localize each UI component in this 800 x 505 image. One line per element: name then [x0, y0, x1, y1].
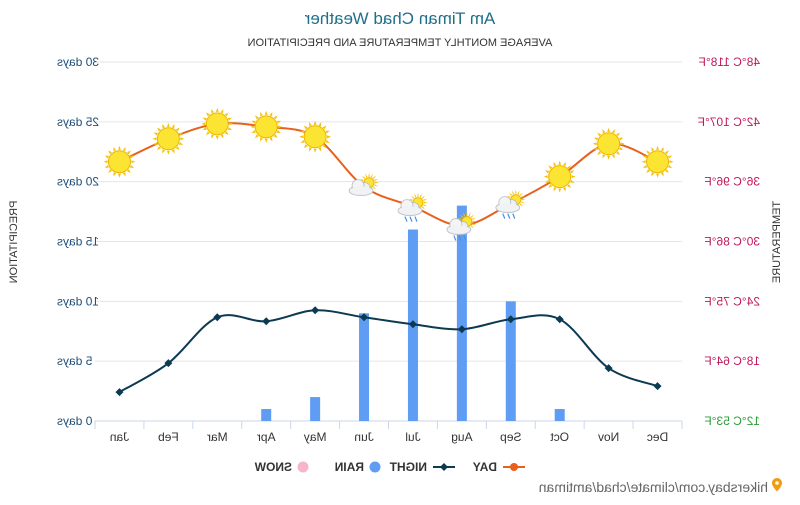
location-pin-icon — [772, 478, 782, 492]
sun-rays — [201, 107, 234, 140]
legend-item-night[interactable]: NIGHT — [389, 460, 455, 474]
legend-label: SNOW — [254, 460, 292, 474]
sun-rays — [641, 145, 674, 178]
night-point[interactable] — [311, 306, 320, 315]
x-tick-label: Jul — [405, 430, 420, 444]
night-point[interactable] — [115, 388, 124, 397]
sun-icon — [641, 145, 674, 178]
chart-text: Am Timan Chad Weather AVERAGE MONTHLY TE… — [8, 9, 783, 495]
rain-bar[interactable] — [456, 205, 467, 421]
x-tick-label: Sep — [500, 430, 522, 444]
sun-icon — [201, 107, 234, 140]
night-point[interactable] — [360, 313, 369, 322]
legend-label: RAIN — [335, 460, 364, 474]
right-tick-label: 24°C 75°F — [704, 294, 760, 308]
night-point[interactable] — [555, 315, 564, 324]
rain-bar[interactable] — [261, 409, 272, 421]
x-tick-label: Jan — [110, 430, 129, 444]
legend-item-snow[interactable]: SNOW — [254, 460, 309, 474]
partly-cloudy-icon — [348, 172, 380, 197]
right-tick-label: 42°C 107°F — [698, 115, 760, 129]
left-tick-label: 5 days — [57, 354, 92, 368]
x-tick-label: Oct — [550, 430, 569, 444]
night-point[interactable] — [262, 317, 271, 326]
rain-bar[interactable] — [554, 409, 565, 421]
rain-bars — [261, 205, 565, 421]
x-tick-label: Apr — [257, 430, 276, 444]
night-point[interactable] — [506, 315, 515, 324]
rain-bar[interactable] — [359, 313, 370, 421]
night-point[interactable] — [604, 364, 613, 373]
right-tick-label: 48°C 118°F — [699, 55, 760, 69]
day-temperature-line[interactable] — [119, 122, 658, 227]
x-tick-label: Feb — [158, 430, 179, 444]
x-tick-label: Jun — [354, 430, 373, 444]
legend-label: DAY — [473, 460, 497, 474]
left-axis-label: PRECIPITATION — [8, 201, 20, 284]
rain-bar[interactable] — [505, 301, 516, 421]
night-point[interactable] — [457, 325, 466, 334]
sun-rays — [103, 145, 136, 178]
sun-rays — [543, 160, 576, 193]
temperature-lines — [115, 122, 662, 397]
sun-icon — [543, 160, 576, 193]
right-tick-label: 36°C 96°F — [704, 175, 760, 189]
right-tick-label: 30°C 86°F — [704, 235, 760, 249]
left-axis-ticks: 30 days 25 days 20 days 15 days 10 days 5 day… — [57, 55, 99, 428]
chart-title: Am Timan Chad Weather — [304, 9, 495, 28]
night-point[interactable] — [653, 382, 662, 391]
left-tick-label: 20 days — [57, 175, 99, 189]
sun-icon — [152, 122, 185, 155]
x-tick-label: Aug — [451, 430, 472, 444]
sun-rays — [592, 127, 625, 160]
weather-icons — [103, 107, 674, 241]
x-tick-label: May — [304, 430, 327, 444]
footer: hikersbay.com/climate/chad/amtiman — [539, 478, 782, 495]
sun-icon — [592, 127, 625, 160]
x-tick-label: Dec — [647, 430, 668, 444]
left-tick-label: 10 days — [57, 294, 99, 308]
sun-rays — [250, 110, 283, 143]
partly-cloudy-rain-icon — [446, 211, 477, 241]
right-axis-label: TEMPERATURE — [771, 201, 783, 283]
legend-label: NIGHT — [389, 460, 427, 474]
x-tick-label: Mar — [207, 430, 228, 444]
x-axis-ticks: Dec Nov Oct Sep Aug Jul Jun May Apr Mar Feb Jan — [110, 430, 668, 444]
mirrored-content: Am Timan Chad Weather AVERAGE MONTHLY TE… — [8, 9, 783, 495]
night-point[interactable] — [408, 320, 417, 329]
grid — [94, 61, 683, 429]
night-temperature-line[interactable] — [118, 309, 658, 393]
partly-cloudy-rain-icon — [495, 189, 526, 219]
right-axis-ticks: 48°C 118°F 42°C 107°F 36°C 96°F 30°C 86°F 24… — [698, 55, 760, 428]
left-tick-label: 25 days — [57, 115, 99, 129]
left-tick-label: 0 days — [57, 414, 92, 428]
sun-icon — [103, 145, 136, 178]
right-tick-label: 12°C 53°F — [704, 414, 760, 428]
legend-item-day[interactable]: DAY — [473, 460, 525, 474]
legend-item-rain[interactable]: RAIN — [335, 460, 381, 474]
partly-cloudy-rain-icon — [397, 192, 428, 222]
footer-url[interactable]: hikersbay.com/climate/chad/amtiman — [539, 479, 768, 495]
night-point[interactable] — [164, 359, 173, 368]
sun-icon — [250, 110, 283, 143]
legend: DAY NIGHT RAIN SNOW — [254, 460, 525, 474]
sun-rays — [299, 120, 332, 153]
left-tick-label: 30 days — [57, 55, 99, 69]
chart-subtitle: AVERAGE MONTHLY TEMPERATURE AND PRECIPIT… — [248, 37, 553, 49]
right-tick-label: 18°C 64°F — [704, 354, 760, 368]
night-point[interactable] — [213, 313, 222, 322]
rain-bar[interactable] — [310, 397, 321, 421]
left-tick-label: 15 days — [57, 235, 99, 249]
sun-icon — [299, 120, 332, 153]
sun-rays — [152, 122, 185, 155]
x-tick-label: Nov — [598, 430, 619, 444]
